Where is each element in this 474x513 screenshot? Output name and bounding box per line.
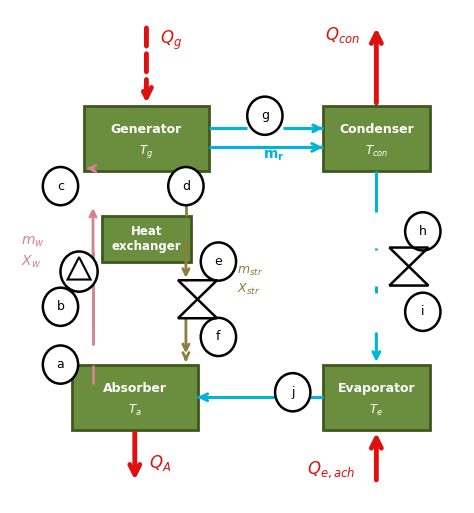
Text: $Q_{con}$: $Q_{con}$ [325,25,360,45]
Bar [323,106,430,171]
Text: $X_w$: $X_w$ [21,253,41,270]
Bar [84,106,209,171]
Bar [102,216,191,262]
Text: a: a [56,358,64,371]
Circle shape [43,345,78,384]
Text: b: b [56,300,64,313]
Text: Absorber: Absorber [103,382,167,394]
Text: Generator: Generator [111,123,182,136]
Circle shape [405,212,440,250]
Text: $m_{str}$: $m_{str}$ [237,265,263,278]
Text: Condenser: Condenser [339,123,414,136]
Text: $T_a$: $T_a$ [128,403,142,418]
Text: e: e [215,255,222,268]
Text: h: h [419,225,427,238]
Circle shape [43,167,78,205]
Bar [72,365,198,430]
Text: $Q_{e,ach}$: $Q_{e,ach}$ [307,460,355,481]
Text: d: d [182,180,190,192]
Text: $T_g$: $T_g$ [139,143,154,160]
Circle shape [201,243,236,281]
Text: Heat
exchanger: Heat exchanger [111,225,181,253]
Text: f: f [216,330,221,343]
Text: j: j [291,386,294,399]
Text: i: i [421,305,425,318]
Circle shape [61,251,98,292]
Circle shape [405,293,440,331]
Text: $T_e$: $T_e$ [369,403,383,418]
Text: $T_{con}$: $T_{con}$ [365,144,388,159]
Text: $Q_A$: $Q_A$ [149,452,171,472]
Text: $X_{str}$: $X_{str}$ [237,282,260,297]
Text: $Q_g$: $Q_g$ [160,29,182,52]
Circle shape [201,318,236,356]
Text: $m_w$: $m_w$ [21,234,45,249]
Text: $\bf{m_r}$: $\bf{m_r}$ [263,148,284,163]
Bar [323,365,430,430]
Text: c: c [57,180,64,192]
Circle shape [275,373,310,411]
Text: g: g [261,109,269,122]
Circle shape [43,288,78,326]
Text: Evaporator: Evaporator [337,382,415,394]
Circle shape [168,167,203,205]
Circle shape [247,96,283,135]
